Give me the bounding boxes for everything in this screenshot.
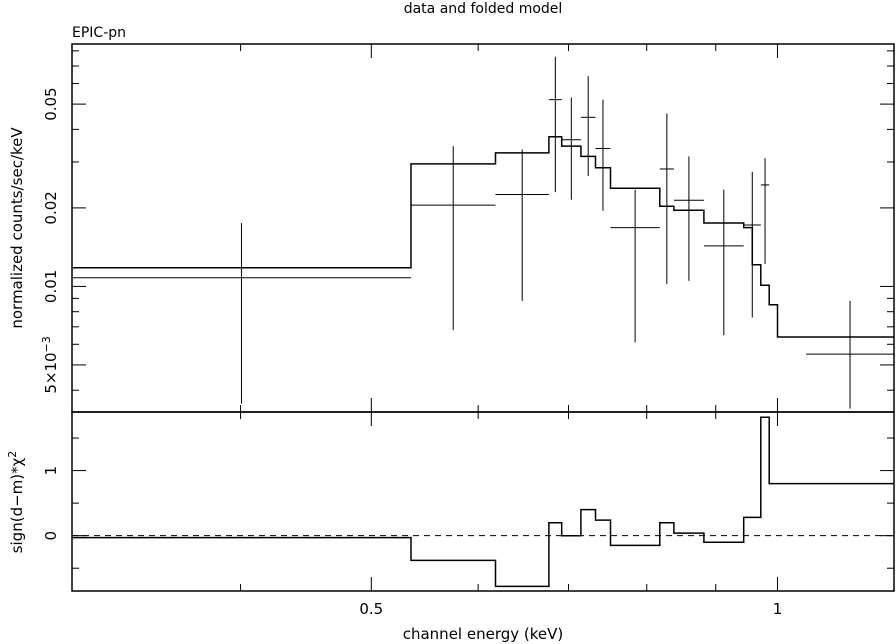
y-tick-label: 5×10−3 bbox=[40, 336, 60, 393]
data-point bbox=[806, 300, 894, 409]
y-tick-label-text: 5×10 bbox=[42, 352, 60, 393]
y-tick-label-text: 0.01 bbox=[42, 270, 60, 303]
bottom-y-axis-label-main: sign(d−m)*χ bbox=[8, 457, 26, 553]
chart-title: data and folded model bbox=[404, 1, 563, 17]
bottom-panel: 0.5 1 0 1 bbox=[42, 412, 894, 618]
x-tick-label: 1 bbox=[773, 600, 783, 618]
x-tick-label: 0.5 bbox=[359, 600, 383, 618]
data-point bbox=[595, 99, 611, 211]
top-y-axis-label: normalized counts/sec/keV bbox=[8, 127, 26, 329]
x-axis-label: channel energy (keV) bbox=[403, 625, 564, 643]
y-tick-label: 0.02 bbox=[42, 191, 60, 224]
top-panel-frame bbox=[71, 43, 895, 413]
data-point bbox=[548, 56, 562, 193]
top-panel: 0.05 0.02 0.01 5×10−3 bbox=[40, 44, 894, 412]
data-point bbox=[760, 158, 770, 264]
bottom-y-axis-label: sign(d−m)*χ2 bbox=[6, 451, 26, 554]
data-point bbox=[495, 149, 549, 301]
y-tick-label: 1 bbox=[42, 466, 60, 476]
data-point bbox=[580, 76, 596, 177]
data-point bbox=[673, 156, 704, 281]
data-point bbox=[72, 223, 411, 404]
bottom-panel-frame bbox=[71, 411, 895, 592]
y-tick-label: 0 bbox=[42, 531, 60, 541]
y-tick-label-text: 0.02 bbox=[42, 191, 60, 224]
bottom-y-axis-label-sup: 2 bbox=[6, 451, 19, 458]
y-tick-label: 0.05 bbox=[42, 87, 60, 120]
data-point bbox=[703, 189, 744, 336]
data-point bbox=[561, 97, 581, 200]
y-tick-label-text: 0.05 bbox=[42, 87, 60, 120]
model-step-line bbox=[72, 135, 894, 338]
y-tick-label: 0.01 bbox=[42, 270, 60, 303]
chart-subtitle: EPIC-pn bbox=[72, 25, 126, 41]
data-point bbox=[610, 189, 660, 343]
y-tick-label-exponent: −3 bbox=[40, 336, 53, 352]
residual-step-line bbox=[72, 416, 894, 588]
data-point bbox=[659, 113, 674, 285]
data-point bbox=[410, 146, 496, 331]
